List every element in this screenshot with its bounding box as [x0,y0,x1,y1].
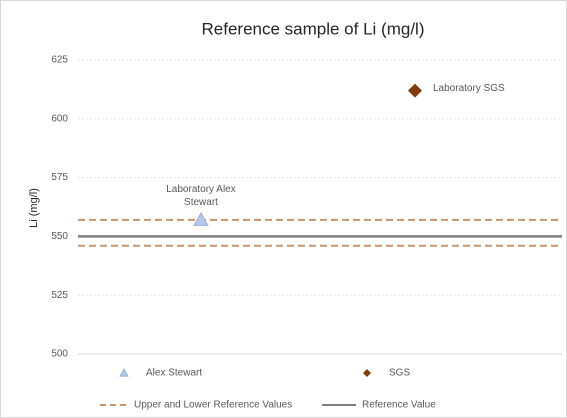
y-axis-label: Li (mg/l) [28,188,40,228]
legend-marker [119,368,129,377]
y-tick-label: 625 [51,55,68,66]
y-tick-label: 525 [51,290,68,301]
legend-marker [363,369,371,377]
data-point [408,83,422,98]
legend-label: Upper and Lower Reference Values [134,400,292,411]
annotation: Laboratory SGS [433,83,505,94]
y-tick-label: 550 [51,231,68,242]
annotation: Laboratory Alex Stewart [166,184,236,208]
y-tick-label: 575 [51,172,68,183]
y-tick-label: 600 [51,113,68,124]
chart-title: Reference sample of Li (mg/l) [202,19,425,38]
data-point [193,212,209,226]
legend-label: Reference Value [362,400,436,411]
y-tick-label: 500 [51,349,68,360]
legend-label: Alex Stewart [146,368,202,379]
legend-label: SGS [389,368,410,379]
